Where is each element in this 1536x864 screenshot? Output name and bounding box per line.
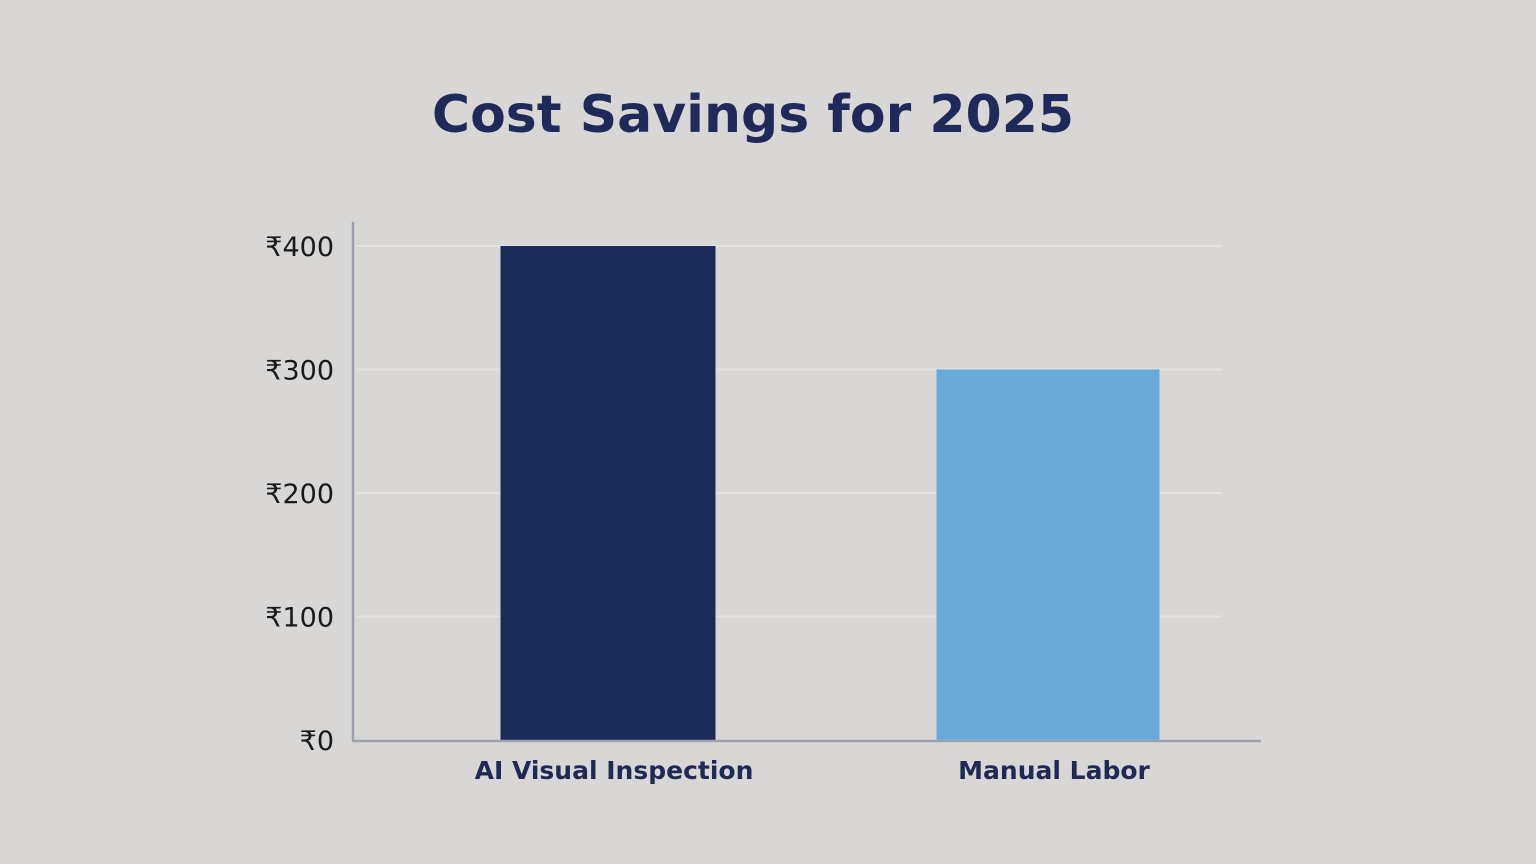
y-tick-label: ₹300 <box>265 356 334 387</box>
bar-manual-labor <box>936 369 1160 740</box>
x-tick-label: AI Visual Inspection <box>475 756 754 785</box>
y-tick-label: ₹0 <box>300 726 334 757</box>
chart-title: Cost Savings for 2025 <box>432 85 1074 145</box>
x-tick-label: Manual Labor <box>958 756 1150 785</box>
y-tick-label: ₹200 <box>265 479 334 510</box>
y-tick-label: ₹400 <box>265 232 334 263</box>
y-tick-label: ₹100 <box>265 603 334 634</box>
bar-ai-visual-inspection <box>500 246 716 740</box>
